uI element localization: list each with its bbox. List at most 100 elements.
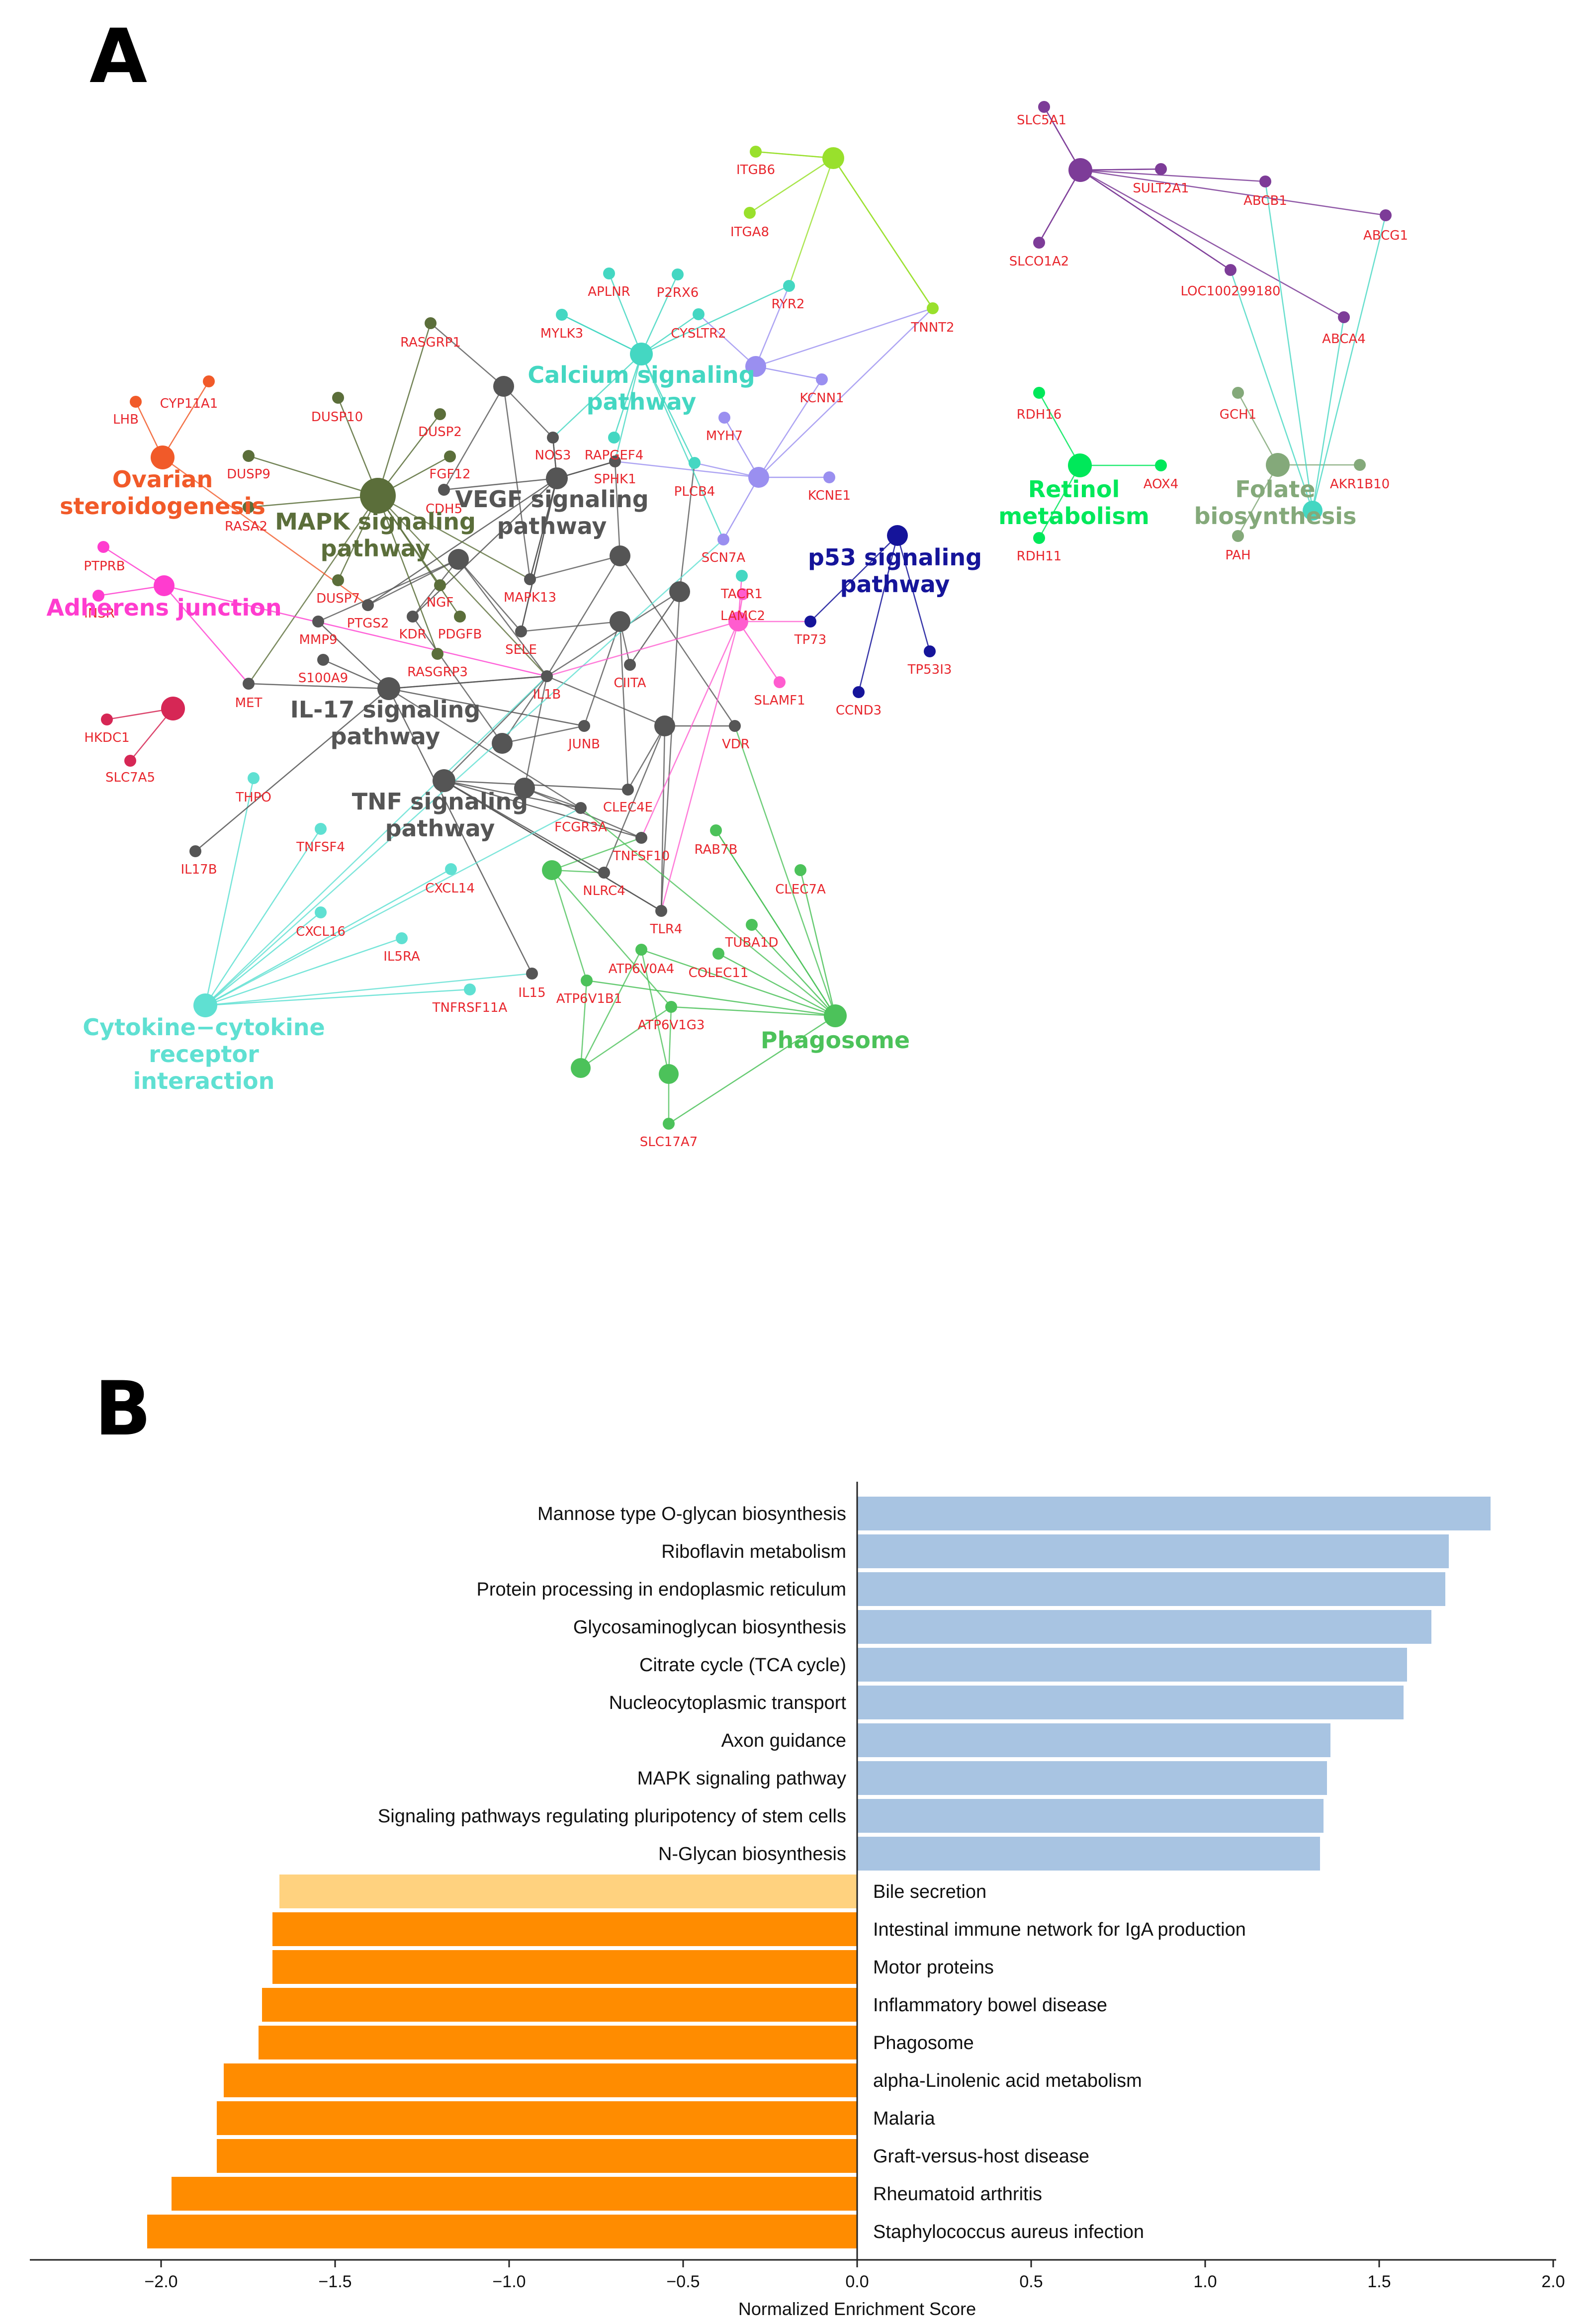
network-edge [164,585,249,684]
pathway-label-line: pathway [497,513,607,539]
gene-label-kcnn1: KCNN1 [799,391,844,406]
network-edge [1237,464,1279,536]
network-edge [164,585,547,677]
pathway-label-line: MAPK signaling [275,508,476,535]
network-edge [1312,317,1345,511]
gene-label-rasa2: RASA2 [225,519,267,534]
pathway-node-p-folate [1266,453,1290,477]
term-label: Citrate cycle (TCA cycle) [639,1655,846,1676]
network-edge [640,354,696,463]
gene-node-slc7a5 [124,755,136,767]
gene-node-tlr4 [655,905,667,917]
bar-bile-secretion [279,1875,857,1908]
gene-label-slc7a5: SLC7A5 [105,770,155,785]
term-label: Axon guidance [721,1730,846,1751]
gene-node-thpo [248,772,260,784]
network-edge [205,676,547,1006]
gene-node-clec7a [794,864,806,876]
gene-label-nlrc4: NLRC4 [583,884,625,898]
pathway-label-line: interaction [133,1068,275,1094]
network-edge [546,675,665,727]
gene-node-mapk13 [524,573,536,585]
gene-label-kcne1: KCNE1 [808,488,851,503]
pathway-node-p-itgb [822,147,844,169]
gene-node-cdh5 [438,484,450,496]
network-edge [520,478,558,632]
gene-label-tuba1d: TUBA1D [724,935,778,950]
network-edge [162,381,210,458]
network-edge [377,495,547,677]
pathway-label-mapk-signaling-pathway: MAPK signaling pathway [275,508,476,562]
network-edge [583,621,621,726]
network-edge [205,937,402,1006]
network-edge [552,354,642,438]
network-edges [98,106,1387,1125]
gene-node-dusp9 [243,450,255,462]
network-edge [1080,169,1266,182]
bar-signaling-pathways-regulating-pluripotency-of-stem-cells [857,1799,1324,1833]
gene-node-il17b [189,845,201,857]
gene-node-p2rx6 [672,268,684,280]
pathway-node-p-gray7 [492,733,513,754]
network-edge [388,688,533,974]
gene-node-loc100299180 [1225,264,1236,276]
term-labels: Mannose type O-glycan biosynthesis Ribofl… [378,1504,1246,2242]
term-label: Mannose type O-glycan biosynthesis [537,1504,846,1524]
pathway-node-p-adherens [154,575,175,596]
pathway-label-vegf-signaling-pathway: VEGF signaling pathway [455,486,648,539]
pathway-labels: Ovarian steroidogenesis Adherens junction M… [46,361,1356,1094]
gene-label-clec7a: CLEC7A [775,882,826,897]
gene-label-ciita: CIITA [614,676,646,691]
network-edge [1080,169,1386,216]
network-edge [443,477,557,491]
gene-node-tnfrsf11a [464,983,476,995]
network-edge [660,725,666,911]
gene-label-thpo: THPO [235,790,271,805]
gene-node-aox4 [1155,459,1167,471]
gene-label-aox4: AOX4 [1144,477,1178,492]
pathway-label-line: steroidogenesis [60,493,265,520]
gene-label-ccnd3: CCND3 [836,703,882,718]
x-tick-label: 1.0 [1193,2272,1217,2291]
network-edge [832,158,934,309]
network-edge [751,924,836,1016]
network-edge [377,323,432,496]
gene-label-cyp11a1: CYP11A1 [160,396,218,411]
network-edge [1043,106,1081,171]
pathway-node-p-cal2 [1303,501,1323,521]
gene-label-sult2a1: SULT2A1 [1133,181,1189,196]
gene-label-abca4: ABCA4 [1322,332,1366,347]
pathway-node-p-green3 [571,1058,591,1078]
pathway-label-line: Folate [1235,476,1315,503]
network-edge [722,477,760,540]
network-edge [561,314,642,355]
gene-label-hkdc1: HKDC1 [84,730,129,745]
network-edge [546,555,621,677]
gene-label-ptgs2: PTGS2 [347,616,389,631]
term-label: MAPK signaling pathway [637,1768,846,1789]
bar-intestinal-immune-network-for-iga-production [272,1912,857,1946]
gene-label-myh7: MYH7 [706,429,743,444]
gene-label-rdh11: RDH11 [1017,549,1062,564]
pathway-label-line: VEGF signaling [455,486,648,513]
gene-node-fgf12 [444,450,456,462]
network-edge [614,461,621,556]
gene-label-sphk1: SPHK1 [594,472,636,487]
pathway-node-p-phagosome [824,1004,847,1027]
gene-node-scn7a [717,534,729,545]
network-edge [546,591,680,677]
network-edge [443,780,642,839]
pathway-label-line: pathway [385,815,495,842]
gene-node-fcgr3a [575,802,587,814]
gene-label-itgb6: ITGB6 [736,163,775,178]
pathway-label-line: TNF signaling [352,788,528,815]
network-edge [551,870,672,1007]
network-edge [443,780,662,912]
network-edge [377,495,461,617]
network-edge [388,688,581,809]
network-edge [412,478,557,617]
network-edge [641,949,836,1017]
bar-protein-processing-in-endoplasmic-reticulum [857,1572,1445,1606]
gene-node-atp6v1b1 [581,975,593,986]
